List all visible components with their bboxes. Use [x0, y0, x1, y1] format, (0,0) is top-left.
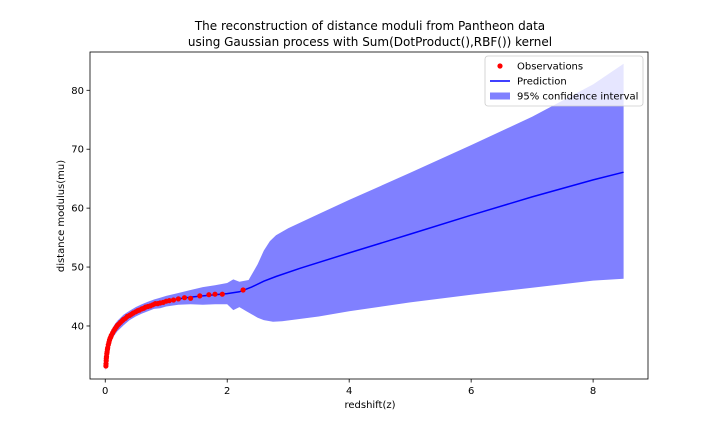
observation-point	[175, 296, 181, 302]
x-tick-label: 8	[590, 386, 596, 397]
observation-point	[206, 292, 212, 298]
y-tick-label: 50	[71, 263, 84, 274]
axes: 0 2 4 6 8 40 50 60 70 80	[71, 51, 649, 397]
observation-point	[219, 291, 225, 297]
y-tick-label: 80	[71, 86, 84, 97]
observation-point	[212, 291, 218, 297]
legend-label: Observations	[517, 62, 583, 73]
plot-area	[103, 63, 624, 371]
x-tick-label: 0	[102, 386, 108, 397]
y-tick-label: 70	[71, 145, 84, 156]
plot-frame	[89, 51, 649, 380]
y-tick-label: 40	[71, 321, 84, 332]
x-tick-label: 6	[468, 386, 474, 397]
y-axis-label: distance modulus(mu)	[56, 160, 67, 272]
x-axis-label: redshift(z)	[344, 400, 395, 411]
x-tick-label: 2	[224, 386, 230, 397]
plot-content	[103, 63, 624, 371]
y-tick-label: 60	[71, 204, 84, 215]
legend: Observations Prediction 95% confidence int…	[484, 55, 644, 107]
legend-box	[484, 55, 644, 107]
observation-point	[170, 297, 177, 303]
legend-label: Prediction	[517, 77, 567, 88]
chart-title: The reconstruction of distance moduli fr…	[194, 19, 545, 33]
observation-point	[181, 295, 188, 301]
observation-point	[166, 298, 172, 304]
x-tick-label: 4	[346, 386, 352, 397]
chart-subtitle: using Gaussian process with Sum(DotProdu…	[188, 35, 552, 49]
legend-label: 95% confidence interval	[517, 92, 638, 103]
observation-point	[188, 295, 194, 301]
legend-marker-observations	[497, 63, 503, 69]
legend-marker-confidence	[490, 92, 510, 100]
observation-point	[240, 287, 246, 293]
confidence-band	[105, 63, 624, 371]
observation-point	[197, 293, 203, 299]
